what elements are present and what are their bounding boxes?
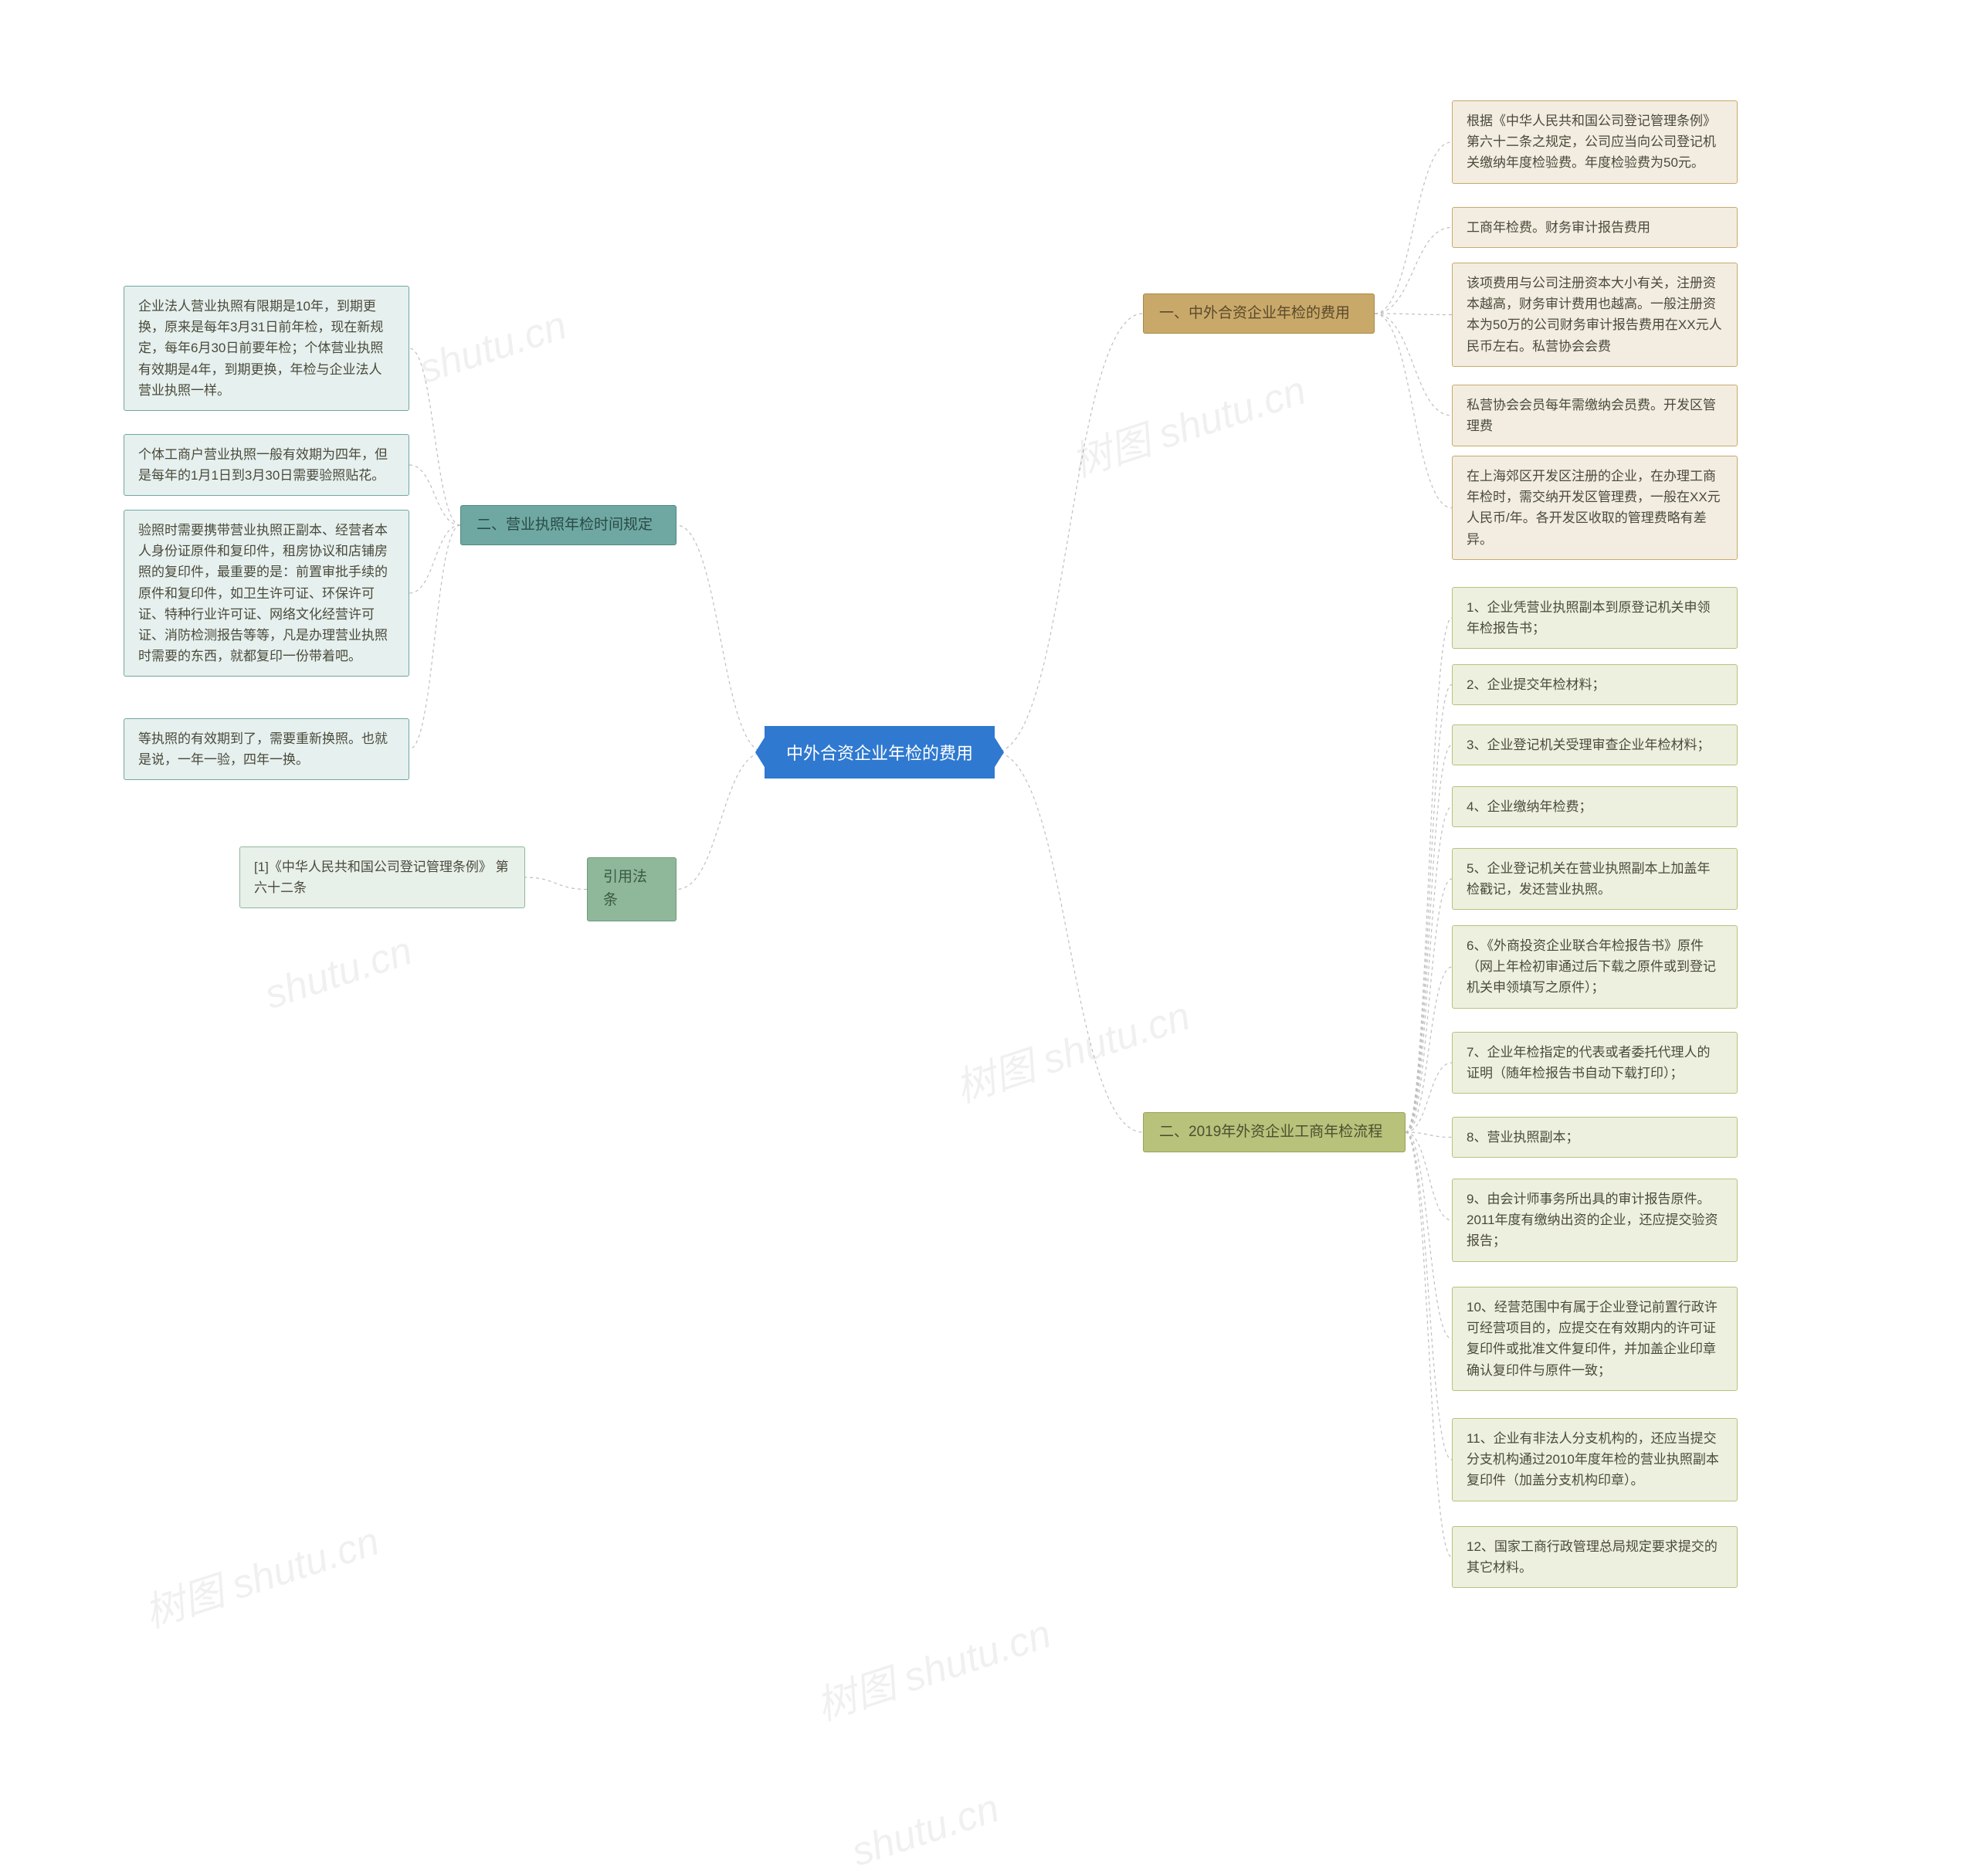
leaf-node: 2、企业提交年检材料； [1452, 664, 1738, 705]
leaf-node: 7、企业年检指定的代表或者委托代理人的证明（随年检报告书自动下载打印）； [1452, 1032, 1738, 1094]
leaf-node: 工商年检费。财务审计报告费用 [1452, 207, 1738, 248]
leaf-node: 8、营业执照副本； [1452, 1117, 1738, 1158]
leaf-node: 4、企业缴纳年检费； [1452, 786, 1738, 827]
branch-node[interactable]: 一、中外合资企业年检的费用 [1143, 293, 1375, 334]
leaf-node: 5、企业登记机关在营业执照副本上加盖年检戳记，发还营业执照。 [1452, 848, 1738, 910]
branch-node[interactable]: 引用法条 [587, 857, 677, 921]
watermark: 树图 shutu.cn [947, 983, 1196, 1114]
leaf-node: 私营协会会员每年需缴纳会员费。开发区管理费 [1452, 385, 1738, 446]
leaf-node: 该项费用与公司注册资本大小有关，注册资本越高，财务审计费用也越高。一般注册资本为… [1452, 263, 1738, 367]
watermark: shutu.cn [414, 302, 572, 393]
leaf-node: 12、国家工商行政管理总局规定要求提交的其它材料。 [1452, 1526, 1738, 1588]
leaf-node: 10、经营范围中有属于企业登记前置行政许可经营项目的，应提交在有效期内的许可证复… [1452, 1287, 1738, 1391]
watermark: 树图 shutu.cn [1063, 358, 1312, 488]
leaf-node: 9、由会计师事务所出具的审计报告原件。2011年度有缴纳出资的企业，还应提交验资… [1452, 1179, 1738, 1262]
watermark: shutu.cn [259, 928, 418, 1019]
root-node[interactable]: 中外合资企业年检的费用 [765, 726, 995, 779]
root-label: 中外合资企业年检的费用 [786, 744, 973, 763]
mindmap-canvas: shutu.cn 树图 shutu.cn shutu.cn 树图 shutu.c… [0, 0, 1977, 1848]
leaf-node: 11、企业有非法人分支机构的，还应当提交分支机构通过2010年度年检的营业执照副… [1452, 1418, 1738, 1501]
leaf-node: 企业法人营业执照有限期是10年，到期更换，原来是每年3月31日前年检，现在新规定… [124, 286, 409, 411]
leaf-node: 3、企业登记机关受理审查企业年检材料； [1452, 724, 1738, 765]
leaf-node: 等执照的有效期到了，需要重新换照。也就是说，一年一验，四年一换。 [124, 718, 409, 780]
leaf-node: 个体工商户营业执照一般有效期为四年，但是每年的1月1日到3月30日需要验照贴花。 [124, 434, 409, 496]
watermark: 树图 shutu.cn [136, 1508, 385, 1639]
watermark: 树图 shutu.cn [808, 1601, 1057, 1732]
leaf-node: [1]《中华人民共和国公司登记管理条例》 第六十二条 [239, 846, 525, 908]
leaf-node: 在上海郊区开发区注册的企业，在办理工商年检时，需交纳开发区管理费，一般在XX元人… [1452, 456, 1738, 560]
watermark: shutu.cn [846, 1785, 1005, 1876]
branch-node[interactable]: 二、2019年外资企业工商年检流程 [1143, 1112, 1406, 1152]
leaf-node: 1、企业凭营业执照副本到原登记机关申领年检报告书； [1452, 587, 1738, 649]
leaf-node: 根据《中华人民共和国公司登记管理条例》第六十二条之规定，公司应当向公司登记机关缴… [1452, 100, 1738, 184]
leaf-node: 验照时需要携带营业执照正副本、经营者本人身份证原件和复印件，租房协议和店铺房照的… [124, 510, 409, 677]
leaf-node: 6、《外商投资企业联合年检报告书》原件（网上年检初审通过后下载之原件或到登记机关… [1452, 925, 1738, 1009]
branch-node[interactable]: 二、营业执照年检时间规定 [460, 505, 677, 545]
